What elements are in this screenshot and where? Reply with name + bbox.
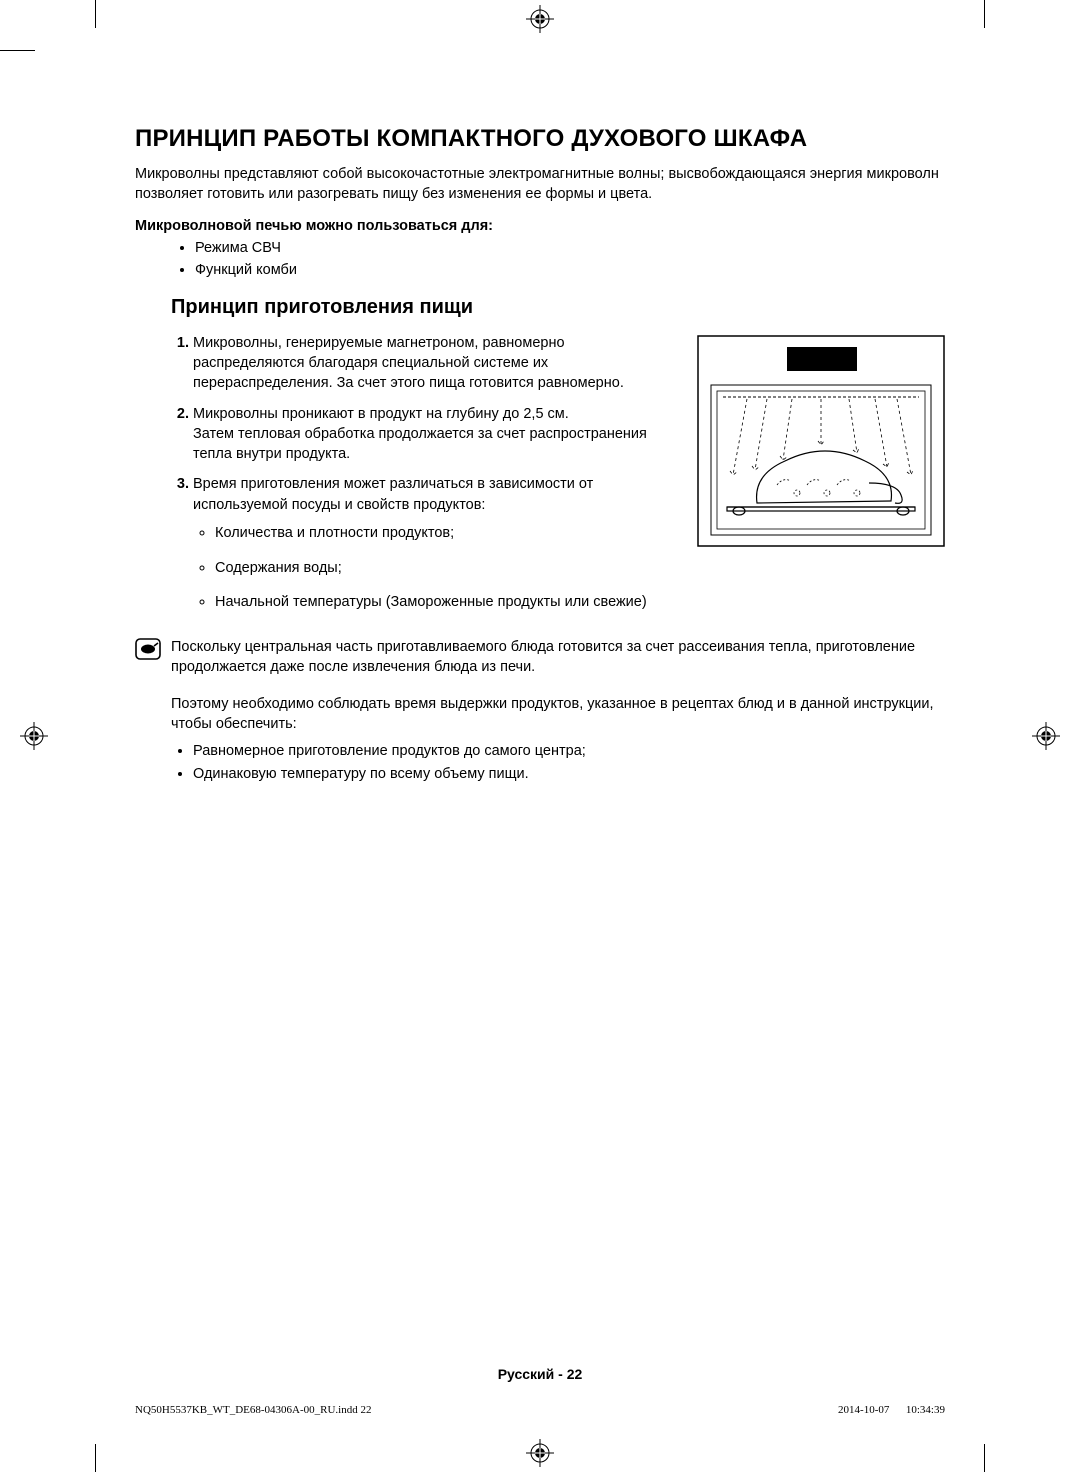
content-row: Микроволны, генерируемые магнетроном, ра… [135,333,945,625]
usage-list: Режима СВЧ Функций комби [135,238,945,282]
registration-mark-icon [526,5,554,33]
print-job-info: NQ50H5537KB_WT_DE68-04306A-00_RU.indd 22… [135,1404,945,1416]
note-bullet-list: Равномерное приготовление продуктов до с… [171,740,945,786]
crop-mark [984,0,985,28]
step-text: Затем тепловая обработка продолжается за… [193,426,647,462]
numbered-steps: Микроволны, генерируемые магнетроном, ра… [171,333,679,625]
list-item: Микроволны проникают в продукт на глубин… [193,404,679,465]
list-item: Функций комби [195,260,945,282]
note-block: Поскольку центральная часть приготавлива… [135,637,945,678]
crop-mark [984,1444,985,1472]
page-body: ПРИНЦИП РАБОТЫ КОМПАКТНОГО ДУХОВОГО ШКАФ… [95,50,985,1422]
list-item: Количества и плотности продуктов; [215,521,679,546]
list-item: Режима СВЧ [195,238,945,260]
sub-bullet-list: Количества и плотности продуктов; Содерж… [193,521,679,615]
list-item: Одинаковую температуру по всему объему п… [193,763,945,786]
crop-mark [95,0,96,28]
registration-mark-icon [526,1439,554,1467]
list-item: Содержания воды; [215,556,679,581]
note-icon [135,638,161,660]
list-item: Время приготовления может различаться в … [193,474,679,615]
list-item: Микроволны, генерируемые магнетроном, ра… [193,333,679,394]
usage-heading: Микроволновой печью можно пользоваться д… [135,218,945,234]
registration-mark-icon [20,722,48,750]
print-filename: NQ50H5537KB_WT_DE68-04306A-00_RU.indd 22 [135,1404,371,1416]
page-title: ПРИНЦИП РАБОТЫ КОМПАКТНОГО ДУХОВОГО ШКАФ… [135,125,945,153]
list-item: Равномерное приготовление продуктов до с… [193,740,945,763]
note-text: Поскольку центральная часть приготавлива… [171,637,945,678]
step-text: Микроволны проникают в продукт на глубин… [193,406,569,422]
step-text: Время приготовления может различаться в … [193,476,593,512]
list-item: Начальной температуры (Замороженные прод… [215,590,679,615]
crop-mark [95,1444,96,1472]
registration-mark-icon [1032,722,1060,750]
note-text: Поэтому необходимо соблюдать время выдер… [171,694,945,735]
section-heading: Принцип приготовления пищи [171,296,945,319]
print-timestamp: 2014-10-07 10:34:39 [838,1404,945,1416]
page-footer: Русский - 22 [95,1366,985,1382]
oven-diagram [697,335,945,547]
note-block-2: Поэтому необходимо соблюдать время выдер… [171,694,945,787]
crop-mark [0,50,35,51]
intro-paragraph: Микроволны представляют собой высокочаст… [135,165,945,204]
